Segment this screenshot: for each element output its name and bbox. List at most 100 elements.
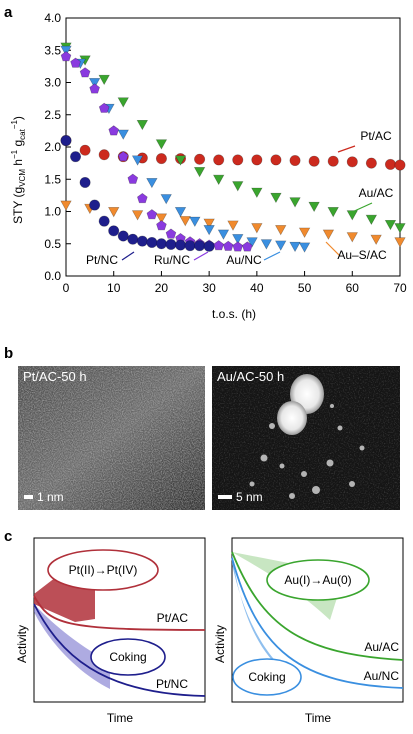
series-leader-line [193,251,209,261]
data-point [70,151,82,163]
data-point [179,216,191,227]
data-point [246,237,258,248]
data-point [394,223,406,234]
data-point [146,209,158,220]
schematic-left-frame [33,537,206,703]
panel-label-b: b [4,345,14,362]
x-tick-label: 10 [107,281,121,295]
data-point [260,239,273,250]
time-label-right: Time [305,711,332,725]
activity-label-right: Activity [213,625,227,663]
y-axis-label-sup2: −1 [10,120,19,130]
pt-nc-curve [33,603,206,697]
y-axis-label-mid: h [11,159,25,169]
data-point [60,200,72,211]
data-point [70,57,81,68]
data-point [127,233,139,245]
x-axis-label: t.o.s. (h) [212,307,256,321]
data-point [370,234,382,246]
data-point [194,153,206,165]
series-leader-line [325,241,341,257]
panel-label-c: c [4,528,13,545]
x-tick-label: 60 [346,281,360,295]
label-au-nc: Au/NC [364,669,400,683]
scale-bar-left: 1 nm [24,490,64,504]
sty-chart: 0 10 20 30 40 50 60 70 0.0 0.5 1.0 1.5 2.0 2.5 3.0 3.5 4… [10,11,407,321]
data-point [289,155,301,167]
series-label: Pt/AC [360,129,392,143]
data-point [203,240,215,252]
data-point [184,240,196,252]
series-label: Au/NC [226,253,262,267]
data-point [136,119,149,131]
data-point [98,102,110,113]
data-point [275,240,287,251]
data-point [117,129,129,140]
micrograph-au-ac: Au/AC-50 h 5 nm [212,366,400,510]
data-point [193,167,206,178]
micrograph-pt-caption: Pt/AC-50 h [23,369,87,384]
data-point [117,230,129,242]
data-point [232,234,244,245]
x-tick-label: 40 [250,281,264,295]
chart-plot-area: 0 10 20 30 40 50 60 70 0.0 0.5 1.0 1.5 2.0 2.5 3.0 3.5 4… [44,11,407,295]
data-point [98,149,110,161]
data-point [60,51,72,62]
series-label: Au/AC [359,186,394,200]
data-point [394,159,406,171]
data-point [146,236,158,248]
data-point [289,241,301,253]
data-point [275,225,287,236]
x-tick-label: 50 [298,281,312,295]
y-axis-label-sup1: −1 [10,149,19,159]
data-point [131,155,144,166]
series-leader-line [349,202,373,214]
data-point [127,173,139,184]
data-point [79,67,91,78]
series-leader-line [337,145,356,153]
micrograph-au-caption: Au/AC-50 h [217,369,285,384]
micrograph-pt-ac-texture [18,366,205,510]
data-point [89,83,100,94]
data-point [346,232,358,243]
data-point [394,237,406,248]
data-point [194,240,206,252]
data-point [189,216,201,227]
data-point [203,218,215,229]
scale-bar-line-right [218,495,232,499]
y-axis-label: STY (gVCM h−1 gcat−1) [10,116,27,224]
data-point [227,220,239,231]
label-pt-nc: Pt/NC [156,677,188,691]
data-point [137,193,148,204]
y-axis-label-sub2: cat [18,128,27,139]
y-tick-label: 2.0 [44,140,61,154]
data-point [222,240,234,251]
data-point [108,225,120,237]
data-point [60,135,72,147]
y-axis-label-part: STY (g [11,187,25,224]
data-point [174,207,187,218]
data-point [131,210,144,221]
data-point [79,176,91,188]
micrograph-au-ac-texture [212,366,400,510]
data-point [108,207,120,218]
data-point [346,156,358,168]
y-tick-label: 0.0 [44,269,61,283]
data-point [251,223,263,234]
data-point [298,227,311,238]
data-point [270,192,282,204]
y-axis-label-sub1: VCM [18,169,27,187]
schematic-right: Au(I)→Au(0) Coking Au/AC Au/NC Activity … [213,537,404,725]
bubble-oxidation-left [47,549,159,591]
label-au-ac: Au/AC [364,640,399,654]
y-tick-label: 0.5 [44,237,61,251]
data-point [98,215,110,227]
bubble-coking-left [90,638,166,676]
scale-bar-label-right: 5 nm [236,490,263,504]
series-label: Au–S/AC [337,248,387,262]
data-point [384,158,396,170]
micrograph-pt-ac: Pt/AC-50 h 1 nm [18,366,205,510]
scale-bar-right: 5 nm [218,490,263,504]
scale-bar-label: 1 nm [37,490,64,504]
bubble-reduction-right-text: Au(I)→Au(0) [284,573,351,587]
